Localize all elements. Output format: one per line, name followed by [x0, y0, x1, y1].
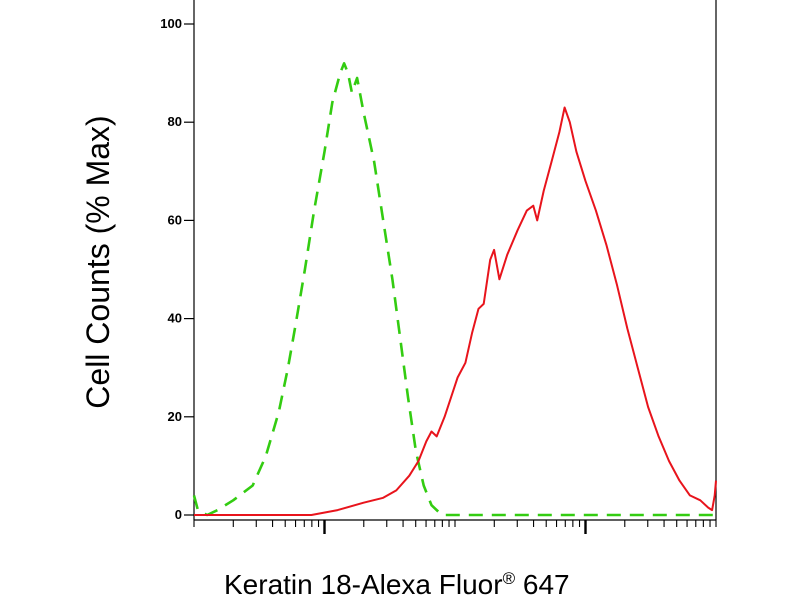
y-tick-label: 0	[175, 507, 182, 522]
y-tick-label: 60	[168, 212, 182, 227]
x-ticks	[193, 520, 717, 534]
series-layer	[192, 62, 717, 517]
x-axis-title: Keratin 18-Alexa Fluor® 647	[224, 569, 570, 600]
y-tick-label: 40	[168, 311, 182, 326]
y-tick-label: 100	[160, 16, 182, 31]
y-tick-label: 20	[168, 409, 182, 424]
registered-mark: ®	[503, 569, 516, 588]
isotype-control-series-line	[192, 62, 716, 517]
x-axis-title-suffix: 647	[515, 569, 570, 600]
plot-frame	[193, 0, 717, 521]
y-ticks: 0 20 40 60 80 100	[160, 16, 194, 522]
x-axis-title-main: Keratin 18-Alexa Fluor	[224, 569, 503, 600]
y-tick-label: 80	[168, 114, 182, 129]
y-axis-title: Cell Counts (% Max)	[80, 115, 116, 408]
sample-series-line	[194, 106, 717, 516]
